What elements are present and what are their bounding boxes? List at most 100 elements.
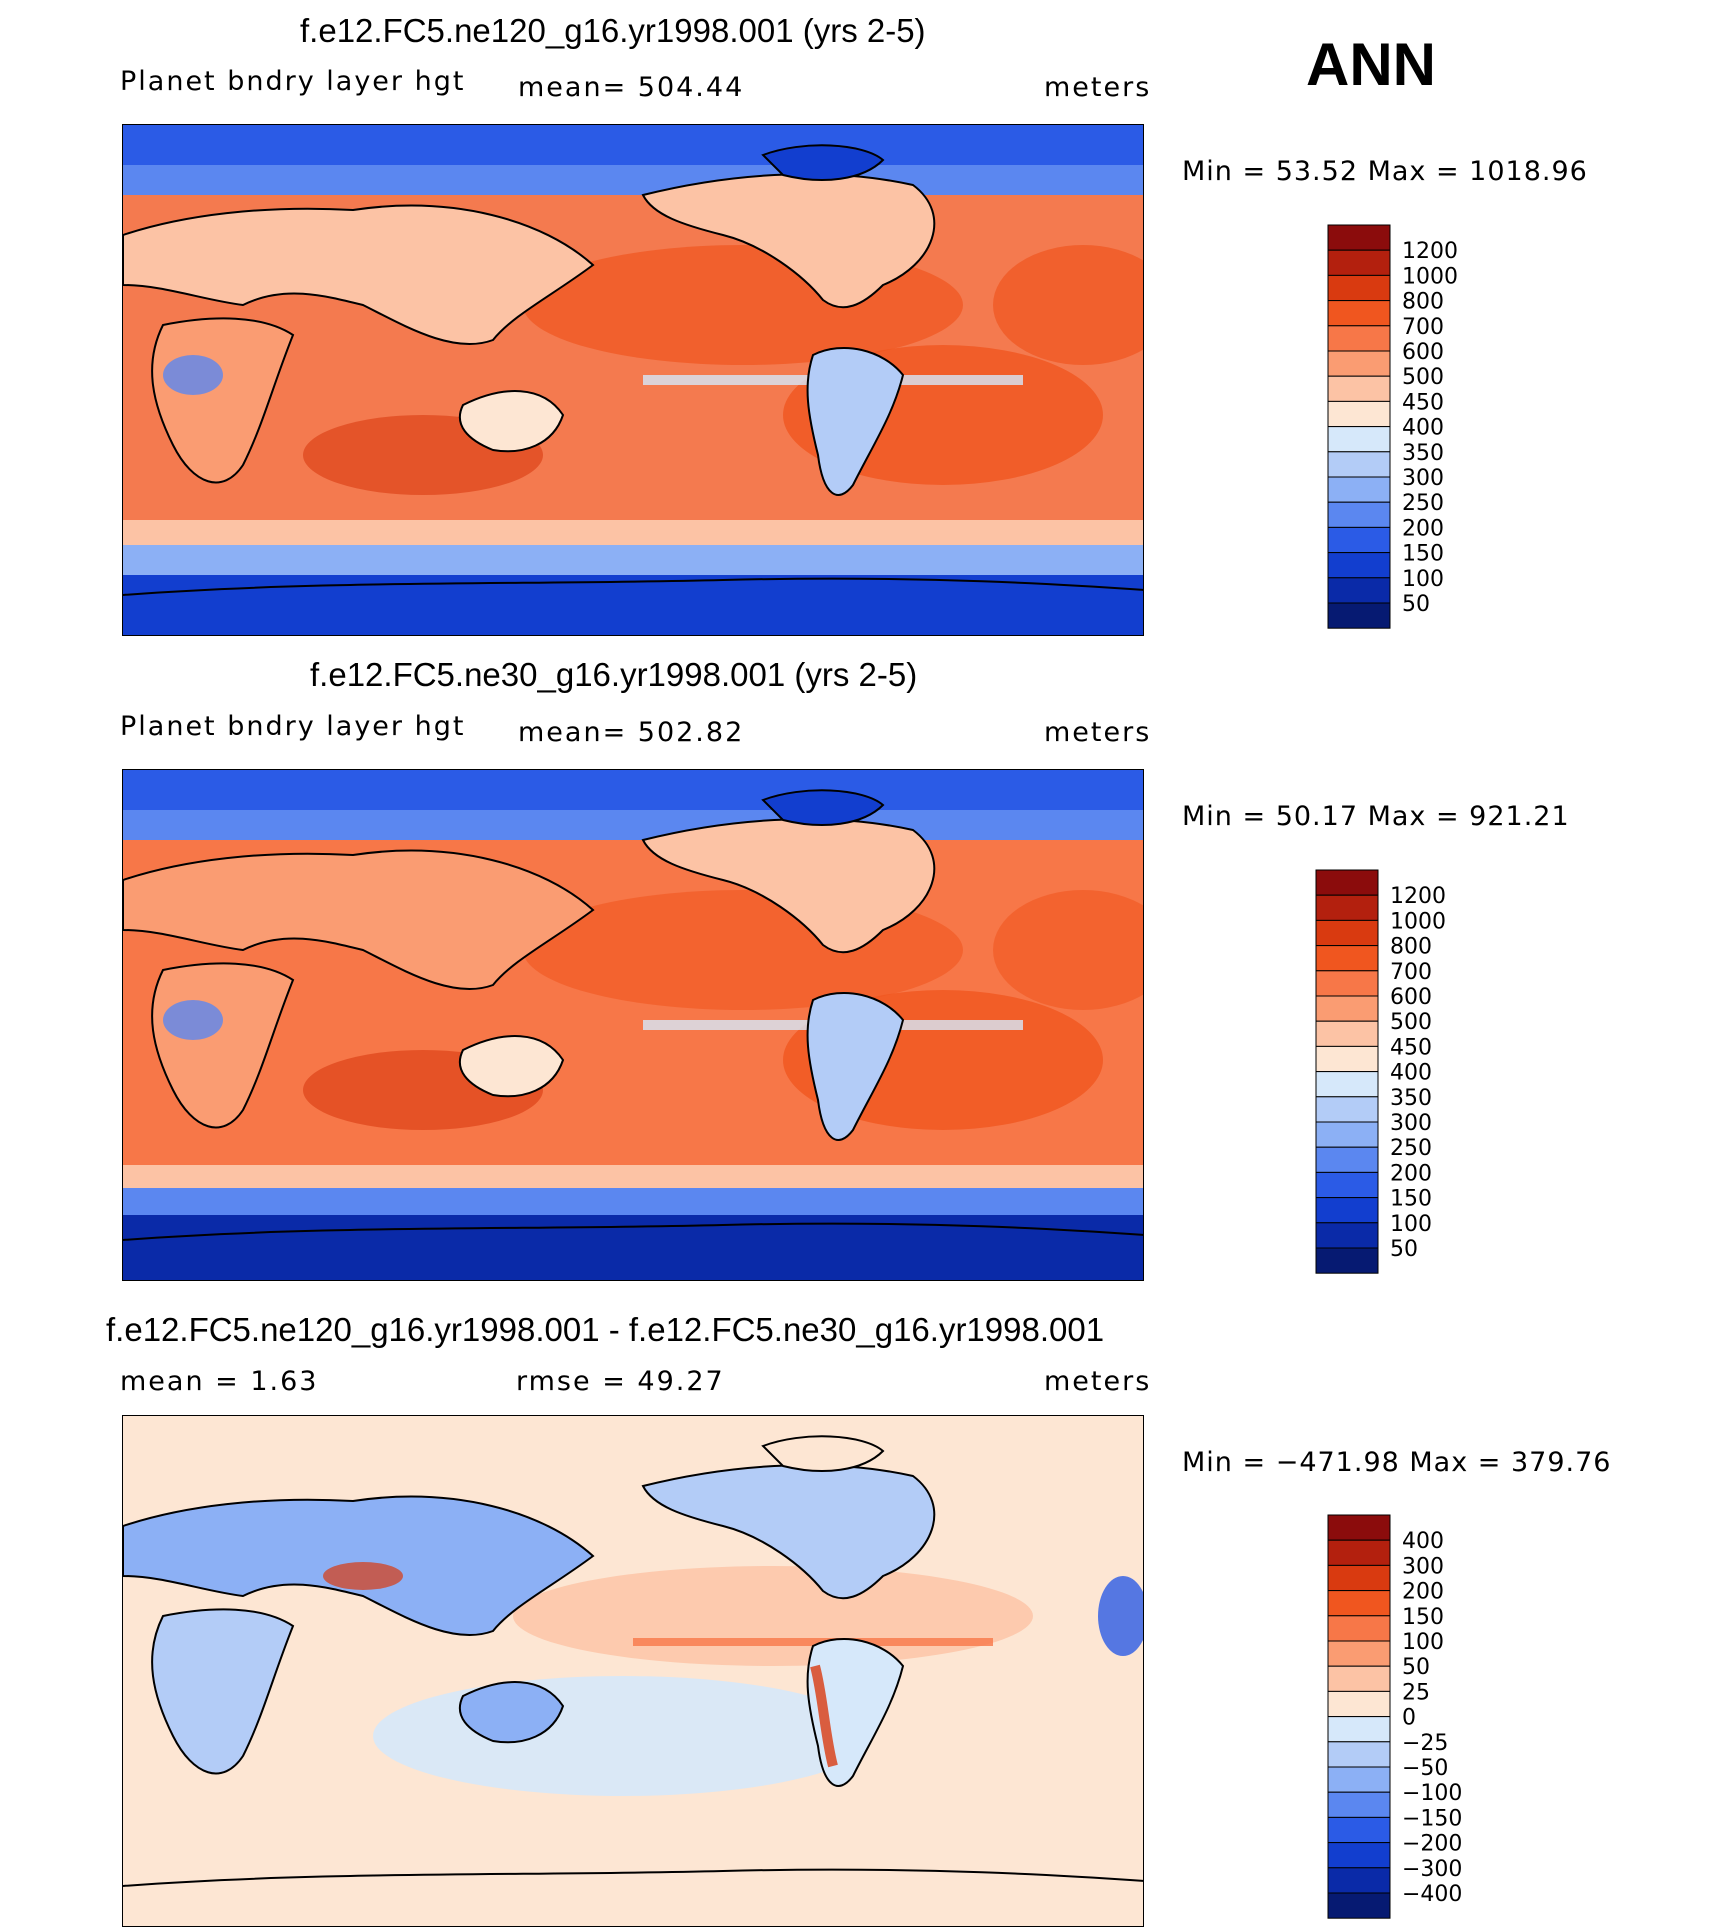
- colorbar-swatch: [1315, 1020, 1379, 1047]
- colorbar-tick-label: 500: [1390, 1010, 1432, 1035]
- map-diff-npac: [513, 1566, 1033, 1666]
- colorbar-tick-label: 150: [1402, 542, 1444, 567]
- map-africa-blue: [163, 355, 223, 395]
- colorbar-swatch: [1327, 1690, 1391, 1718]
- panel-2-variable: Planet bndry layer hgt: [120, 711, 466, 742]
- colorbar-tick-label: 450: [1390, 1035, 1432, 1060]
- colorbar-swatch: [1315, 894, 1379, 921]
- map-south-america: [806, 992, 905, 1141]
- map-antarctic: [123, 1215, 1143, 1280]
- colorbar-swatch: [1327, 1791, 1391, 1818]
- panel-2-map: [122, 769, 1144, 1281]
- map-diff-tibet: [323, 1562, 403, 1590]
- map-antarctic-coast: [123, 577, 1143, 596]
- colorbar-swatch: [1327, 451, 1391, 478]
- panel-1-title: f.e12.FC5.ne120_g16.yr1998.001 (yrs 2-5): [300, 12, 926, 49]
- colorbar-swatch: [1327, 552, 1391, 579]
- map-arctic-core: [123, 770, 1143, 810]
- colorbar-tick-label: −400: [1402, 1882, 1462, 1907]
- colorbar-swatch: [1315, 1222, 1379, 1249]
- colorbar-tick-label: 800: [1402, 290, 1444, 315]
- colorbar-tick-label: 600: [1390, 985, 1432, 1010]
- colorbar-swatch: [1327, 1665, 1391, 1692]
- map-greenland: [761, 789, 885, 826]
- colorbar-swatch: [1315, 1146, 1379, 1173]
- map-antarctic-coast: [123, 1222, 1143, 1241]
- panel-1-colorbar: 1200 1000 800 700 600 500 450 400 350 300 250 200 15…: [1326, 223, 1506, 635]
- colorbar-tick-label: 700: [1390, 960, 1432, 985]
- panel-3-units: meters: [1044, 1366, 1152, 1397]
- panel-3-map: [122, 1415, 1144, 1927]
- colorbar-tick-label: 250: [1402, 491, 1444, 516]
- colorbar-tick-label: 400: [1390, 1061, 1432, 1086]
- colorbar-swatch: [1315, 1071, 1379, 1098]
- colorbar-swatch: [1315, 1096, 1379, 1123]
- colorbar-swatch: [1315, 1197, 1379, 1224]
- panel-2-mean: mean= 502.82: [518, 717, 745, 748]
- panel-3-map-svg: [123, 1416, 1143, 1926]
- map-antarctic: [123, 575, 1143, 635]
- colorbar-tick-label: −150: [1402, 1806, 1462, 1831]
- colorbar-swatch: [1327, 274, 1391, 302]
- colorbar-tick-label: 100: [1402, 1630, 1444, 1655]
- panel-3-colorbar: 400 300 200 150 100 50 25 0 −25 −50 −100 −150 −200 −3…: [1326, 1513, 1506, 1925]
- colorbar-swatch: [1315, 945, 1379, 972]
- colorbar-tick-label: −100: [1402, 1781, 1462, 1806]
- map-greenland: [761, 144, 885, 181]
- colorbar-tick-label: 600: [1402, 340, 1444, 365]
- panel-2-units: meters: [1044, 717, 1152, 748]
- panel-3-mean: mean = 1.63: [120, 1366, 319, 1397]
- map-greenland: [761, 1435, 885, 1472]
- colorbar-swatch: [1315, 995, 1379, 1022]
- colorbar-tick-label: 400: [1402, 1529, 1444, 1554]
- colorbar-swatch: [1327, 1640, 1391, 1667]
- map-natl-high: [993, 890, 1143, 1010]
- colorbar-tick-label: 450: [1402, 390, 1444, 415]
- colorbar-swatch: [1327, 1590, 1391, 1617]
- colorbar-swatch: [1327, 325, 1391, 352]
- colorbar-swatch: [1327, 400, 1391, 428]
- colorbar-tick-label: 100: [1390, 1212, 1432, 1237]
- colorbar-tick-label: −50: [1402, 1756, 1448, 1781]
- panel-1-map-svg: [123, 125, 1143, 635]
- map-diff-south-blue: [373, 1676, 873, 1796]
- panel-2-map-svg: [123, 770, 1143, 1280]
- map-diff-itcz: [633, 1638, 993, 1646]
- map-diff-east-blue: [1098, 1576, 1143, 1656]
- panel-2-colorbar: 1200 1000 800 700 600 500 450 400 350 300 250 200 15…: [1314, 868, 1494, 1280]
- map-diff-andes: [810, 1664, 838, 1768]
- map-antarctic-coast: [123, 1868, 1143, 1887]
- colorbar-tick-label: −200: [1402, 1832, 1462, 1857]
- panel-2-title: f.e12.FC5.ne30_g16.yr1998.001 (yrs 2-5): [310, 656, 918, 693]
- colorbar-swatch: [1327, 1816, 1391, 1844]
- colorbar-tick-label: 1200: [1390, 884, 1446, 909]
- colorbar-tick-label: 350: [1390, 1086, 1432, 1111]
- panel-3-colorbar-svg: 40030020015010050250−25−50−100−150−200−3…: [1327, 1514, 1462, 1919]
- panel-1-variable: Planet bndry layer hgt: [120, 66, 466, 97]
- colorbar-swatch: [1327, 476, 1391, 503]
- colorbar-tick-label: 300: [1402, 466, 1444, 491]
- colorbar-tick-label: 1000: [1402, 264, 1458, 289]
- map-southern-blue: [123, 1188, 1143, 1218]
- colorbar-tick-label: 100: [1402, 567, 1444, 592]
- panel-1-minmax: Min = 53.52 Max = 1018.96: [1182, 156, 1588, 187]
- colorbar-swatch: [1327, 375, 1391, 402]
- colorbar-tick-label: 300: [1390, 1111, 1432, 1136]
- colorbar-tick-label: 150: [1390, 1187, 1432, 1212]
- colorbar-tick-label: 200: [1402, 1580, 1444, 1605]
- colorbar-swatch: [1327, 602, 1391, 629]
- colorbar-swatch: [1315, 1171, 1379, 1199]
- panel-1-mean: mean= 504.44: [518, 72, 745, 103]
- colorbar-tick-label: 700: [1402, 315, 1444, 340]
- map-southern-light: [123, 1165, 1143, 1190]
- colorbar-swatch: [1327, 1514, 1391, 1541]
- map-eurasia: [123, 849, 595, 990]
- map-australia: [458, 1681, 565, 1744]
- colorbar-tick-label: 200: [1402, 516, 1444, 541]
- map-eurasia: [123, 204, 595, 345]
- map-natl-high: [993, 245, 1143, 365]
- colorbar-swatch: [1315, 1045, 1379, 1073]
- colorbar-tick-label: 500: [1402, 365, 1444, 390]
- colorbar-tick-label: −25: [1402, 1731, 1448, 1756]
- colorbar-swatch: [1315, 919, 1379, 947]
